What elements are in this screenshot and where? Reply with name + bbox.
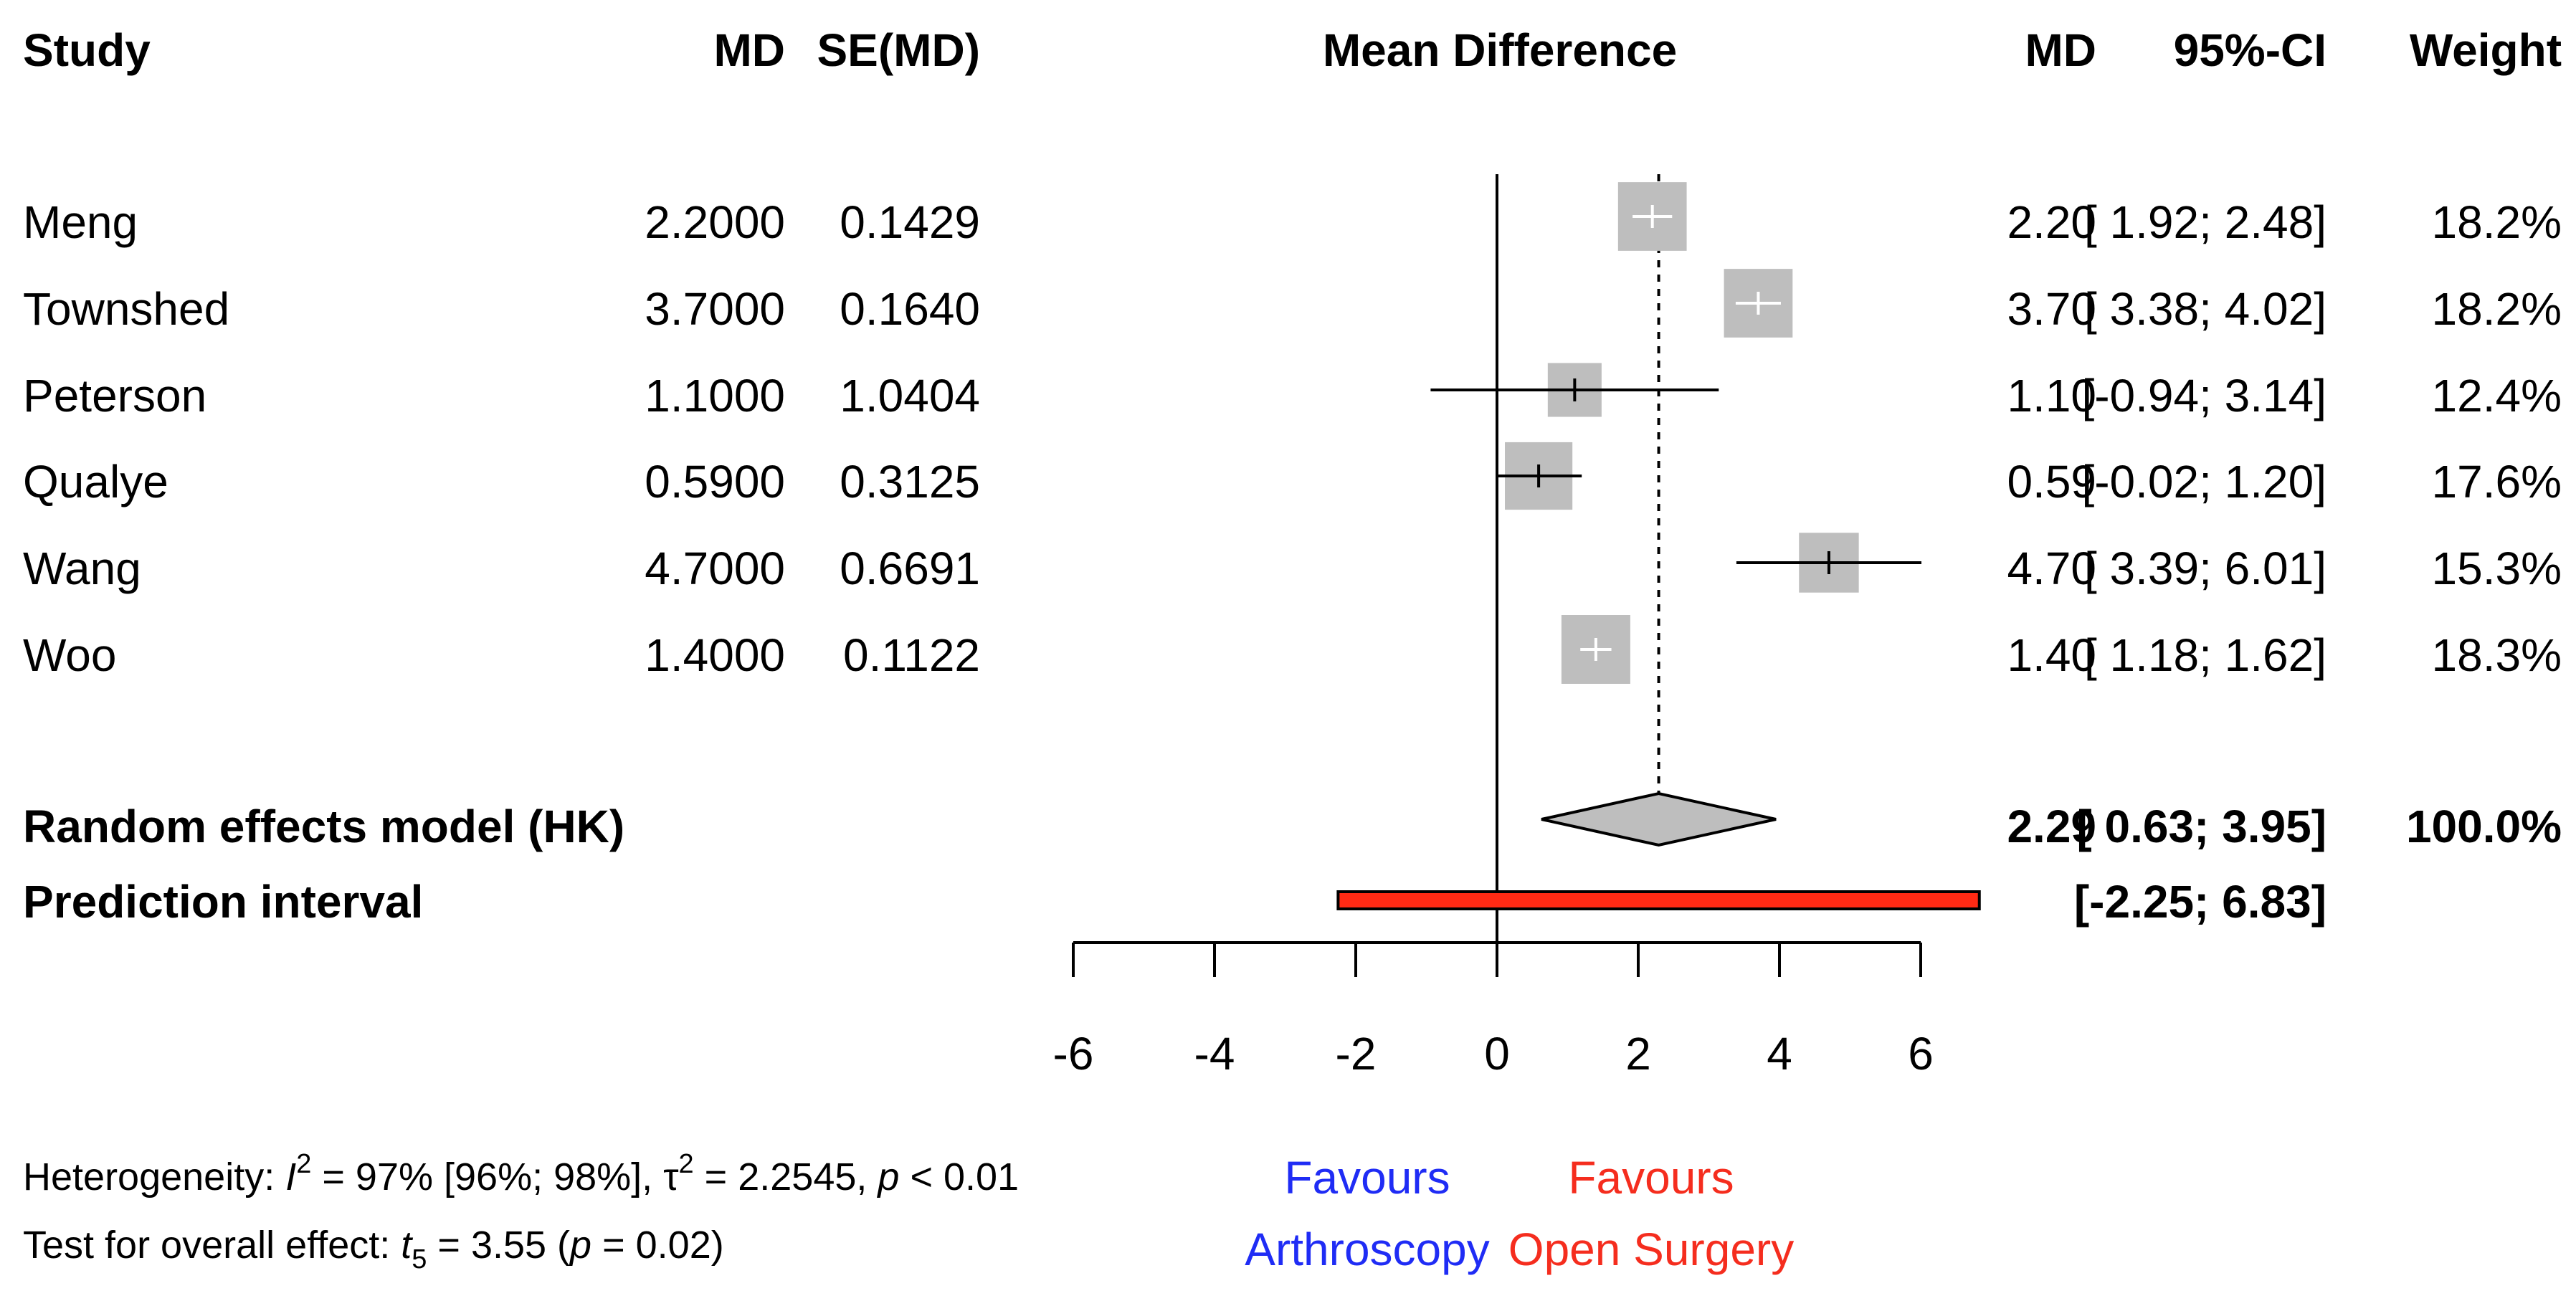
study-se: 0.1640	[840, 283, 980, 335]
pooled-diamond	[1541, 791, 1777, 847]
study-weight: 15.3%	[2432, 543, 2562, 594]
study-weight: 18.2%	[2432, 196, 2562, 248]
study-name: Woo	[23, 629, 116, 681]
header-study: Study	[23, 24, 151, 76]
header-mean-difference: Mean Difference	[1323, 24, 1677, 76]
plot-area	[1072, 174, 1981, 977]
study-row: Qualye 0.5900 0.3125 0.59 [-0.02; 1.20] …	[23, 456, 2562, 507]
study-md: 1.1000	[645, 370, 785, 421]
heterogeneity-text: Heterogeneity: I2 = 97% [96%; 98%], τ2 =…	[23, 1149, 1019, 1198]
study-row: Woo 1.4000 0.1122 1.40 [ 1.18; 1.62] 18.…	[23, 629, 2562, 681]
study-row: Townshed 3.7000 0.1640 3.70 [ 3.38; 4.02…	[23, 283, 2562, 335]
pooled-label: Random effects model (HK)	[23, 801, 624, 852]
x-tick-label: 6	[1908, 1028, 1934, 1079]
x-tick-label: 4	[1767, 1028, 1792, 1079]
study-se: 0.1122	[843, 629, 980, 681]
study-ci: [ 1.92; 2.48]	[2084, 196, 2327, 248]
study-md-fmt: 4.70	[2007, 543, 2096, 594]
study-name: Meng	[23, 196, 138, 248]
favours-right-line1: Favours	[1568, 1152, 1734, 1203]
study-row: Peterson 1.1000 1.0404 1.10 [-0.94; 3.14…	[23, 370, 2562, 421]
header-se-md: SE(MD)	[817, 24, 980, 76]
favours-left: Favours Arthroscopy	[1245, 1152, 1489, 1275]
favours-right: Favours Open Surgery	[1508, 1152, 1794, 1275]
study-weight: 18.2%	[2432, 283, 2562, 335]
favours-right-line2: Open Surgery	[1508, 1224, 1794, 1275]
study-md: 0.5900	[645, 456, 785, 507]
study-md-fmt: 0.59	[2007, 456, 2096, 507]
x-tick-label: 2	[1625, 1028, 1651, 1079]
pooled-ci: [ 0.63; 3.95]	[2076, 801, 2327, 852]
study-md-fmt: 3.70	[2007, 283, 2096, 335]
prediction-label: Prediction interval	[23, 876, 423, 928]
study-name: Wang	[23, 543, 141, 594]
prediction-ci: [-2.25; 6.83]	[2074, 876, 2327, 928]
study-ci: [-0.02; 1.20]	[2081, 456, 2327, 507]
favours-left-line1: Favours	[1284, 1152, 1450, 1203]
study-se: 0.6691	[840, 543, 980, 594]
favours-left-line2: Arthroscopy	[1245, 1224, 1489, 1275]
study-se: 0.3125	[840, 456, 980, 507]
study-row: Wang 4.7000 0.6691 4.70 [ 3.39; 6.01] 15…	[23, 543, 2562, 594]
study-se: 1.0404	[840, 370, 980, 421]
study-md: 4.7000	[645, 543, 785, 594]
study-md: 3.7000	[645, 283, 785, 335]
x-tick-label: -6	[1053, 1028, 1094, 1079]
pooled-md: 2.29	[2007, 801, 2096, 852]
study-md-fmt: 1.10	[2007, 370, 2096, 421]
header-md-right: MD	[2025, 24, 2096, 76]
x-tick-label: -2	[1336, 1028, 1377, 1079]
study-se: 0.1429	[840, 196, 980, 248]
study-md: 2.2000	[645, 196, 785, 248]
header-weight: Weight	[2410, 24, 2562, 76]
x-tick-label: -4	[1194, 1028, 1235, 1079]
study-row: Meng 2.2000 0.1429 2.20 [ 1.92; 2.48] 18…	[23, 196, 2562, 248]
study-md-fmt: 2.20	[2007, 196, 2096, 248]
study-md: 1.4000	[645, 629, 785, 681]
study-ci: [-0.94; 3.14]	[2081, 370, 2327, 421]
x-tick-label: 0	[1484, 1028, 1510, 1079]
study-weight: 17.6%	[2432, 456, 2562, 507]
study-weight: 18.3%	[2432, 629, 2562, 681]
study-ci: [ 1.18; 1.62]	[2084, 629, 2327, 681]
x-tick-labels: -6 -4 -2 0 2 4 6	[1053, 1028, 1934, 1079]
overall-effect-text: Test for overall effect: t5 = 3.55 (p = …	[23, 1224, 724, 1274]
study-name: Townshed	[23, 283, 229, 335]
study-name: Peterson	[23, 370, 206, 421]
study-ci: [ 3.38; 4.02]	[2084, 283, 2327, 335]
pooled-row: Random effects model (HK) 2.29 [ 0.63; 3…	[23, 801, 2562, 852]
prediction-row: Prediction interval [-2.25; 6.83]	[23, 876, 2327, 928]
prediction-interval-bar	[1336, 890, 1981, 910]
study-name: Qualye	[23, 456, 168, 507]
study-weight: 12.4%	[2432, 370, 2562, 421]
header-ci: 95%-CI	[2174, 24, 2327, 76]
header-md: MD	[713, 24, 785, 76]
study-ci: [ 3.39; 6.01]	[2084, 543, 2327, 594]
study-md-fmt: 1.40	[2007, 629, 2096, 681]
pooled-weight: 100.0%	[2406, 801, 2562, 852]
